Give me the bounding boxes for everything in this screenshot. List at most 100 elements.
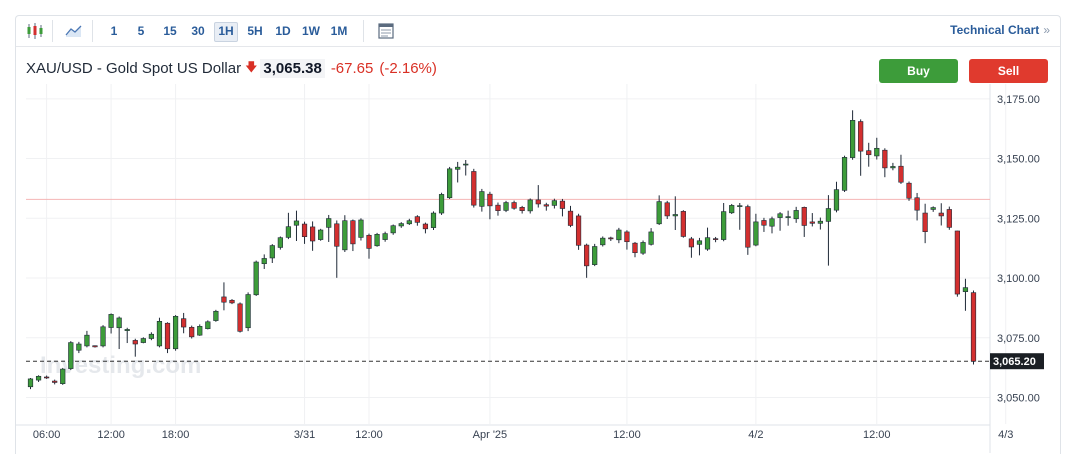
candle[interactable] — [946, 206, 952, 230]
candle[interactable] — [721, 203, 727, 242]
candle[interactable] — [309, 221, 316, 251]
candle[interactable] — [189, 325, 195, 339]
candle[interactable] — [172, 315, 179, 351]
candle[interactable] — [358, 218, 364, 241]
candle[interactable] — [777, 212, 783, 231]
candle[interactable] — [422, 222, 429, 234]
candle[interactable] — [624, 230, 630, 250]
candle[interactable] — [753, 213, 759, 247]
candle[interactable] — [503, 200, 509, 213]
candle[interactable] — [374, 232, 380, 247]
candle[interactable] — [600, 236, 606, 247]
candle[interactable] — [769, 216, 775, 234]
candle[interactable] — [688, 236, 695, 258]
candle[interactable] — [261, 254, 267, 269]
timeframe-30[interactable]: 30 — [191, 24, 205, 38]
candle[interactable] — [406, 218, 412, 225]
candle[interactable] — [584, 243, 590, 278]
candle[interactable] — [221, 282, 227, 311]
candle[interactable] — [745, 204, 751, 255]
candle[interactable] — [785, 210, 791, 226]
candle[interactable] — [761, 217, 767, 232]
candle[interactable] — [382, 231, 388, 242]
candle[interactable] — [390, 224, 396, 235]
timeframe-1[interactable]: 1 — [110, 24, 118, 38]
candle[interactable] — [269, 244, 275, 263]
candle[interactable] — [213, 309, 219, 322]
candle[interactable] — [648, 228, 654, 246]
candle[interactable] — [866, 142, 872, 167]
candle[interactable] — [116, 316, 122, 350]
candle[interactable] — [76, 341, 82, 354]
candle[interactable] — [519, 205, 525, 214]
candle[interactable] — [479, 188, 485, 212]
candle[interactable] — [850, 110, 856, 160]
timeframe-1w[interactable]: 1W — [302, 24, 320, 38]
candle[interactable] — [841, 155, 848, 193]
candle[interactable] — [938, 203, 944, 226]
candle[interactable] — [68, 341, 74, 371]
candle[interactable] — [495, 202, 501, 216]
sell-button[interactable]: Sell — [969, 59, 1048, 83]
candle[interactable] — [148, 332, 154, 341]
candle[interactable] — [672, 196, 678, 231]
candle[interactable] — [817, 217, 823, 230]
candle[interactable] — [342, 215, 348, 252]
candle[interactable] — [575, 213, 582, 250]
candle[interactable] — [205, 320, 211, 330]
timeframe-5[interactable]: 5 — [137, 24, 145, 38]
candle[interactable] — [447, 166, 453, 199]
candle[interactable] — [551, 198, 557, 209]
candle[interactable] — [825, 195, 832, 266]
technical-chart-link[interactable]: Technical Chart» — [950, 23, 1050, 37]
candle[interactable] — [132, 338, 138, 357]
candle[interactable] — [696, 237, 703, 256]
candle[interactable] — [640, 240, 646, 255]
candle[interactable] — [704, 227, 711, 251]
candle[interactable] — [656, 195, 662, 225]
candle[interactable] — [970, 290, 977, 365]
candle[interactable] — [92, 345, 98, 348]
timeframe-1m[interactable]: 1M — [330, 24, 348, 38]
candle[interactable] — [712, 236, 719, 243]
candle[interactable] — [664, 200, 670, 220]
timeframe-5h[interactable]: 5H — [247, 24, 263, 38]
candle[interactable] — [833, 181, 840, 213]
candle[interactable] — [567, 205, 574, 228]
candle[interactable] — [60, 367, 66, 385]
candle[interactable] — [108, 313, 114, 334]
candle[interactable] — [245, 292, 251, 332]
candle[interactable] — [35, 375, 42, 383]
candle[interactable] — [954, 230, 960, 297]
candle[interactable] — [156, 317, 163, 348]
candle[interactable] — [27, 377, 34, 390]
candle[interactable] — [366, 233, 372, 259]
candle[interactable] — [44, 375, 50, 379]
candle[interactable] — [511, 200, 517, 210]
candle[interactable] — [809, 213, 815, 227]
candle[interactable] — [430, 211, 437, 231]
candle[interactable] — [487, 191, 493, 220]
area-chart-icon[interactable] — [64, 21, 84, 41]
candle[interactable] — [285, 212, 292, 240]
candle[interactable] — [543, 202, 549, 211]
candle[interactable] — [455, 161, 461, 183]
candle[interactable] — [237, 302, 243, 333]
candle[interactable] — [737, 203, 743, 230]
candle[interactable] — [858, 119, 864, 176]
candle[interactable] — [729, 203, 735, 215]
candle[interactable] — [334, 220, 340, 278]
candle[interactable] — [906, 181, 912, 201]
candle[interactable] — [608, 236, 614, 242]
candle[interactable] — [414, 215, 420, 226]
candle[interactable] — [100, 325, 106, 348]
candle[interactable] — [181, 312, 187, 334]
candle[interactable] — [438, 192, 445, 215]
calendar-table-icon[interactable] — [376, 21, 396, 41]
candle[interactable] — [398, 222, 404, 228]
candle[interactable] — [140, 337, 146, 344]
candle[interactable] — [930, 206, 936, 212]
candle[interactable] — [914, 192, 920, 221]
candle[interactable] — [52, 379, 58, 385]
